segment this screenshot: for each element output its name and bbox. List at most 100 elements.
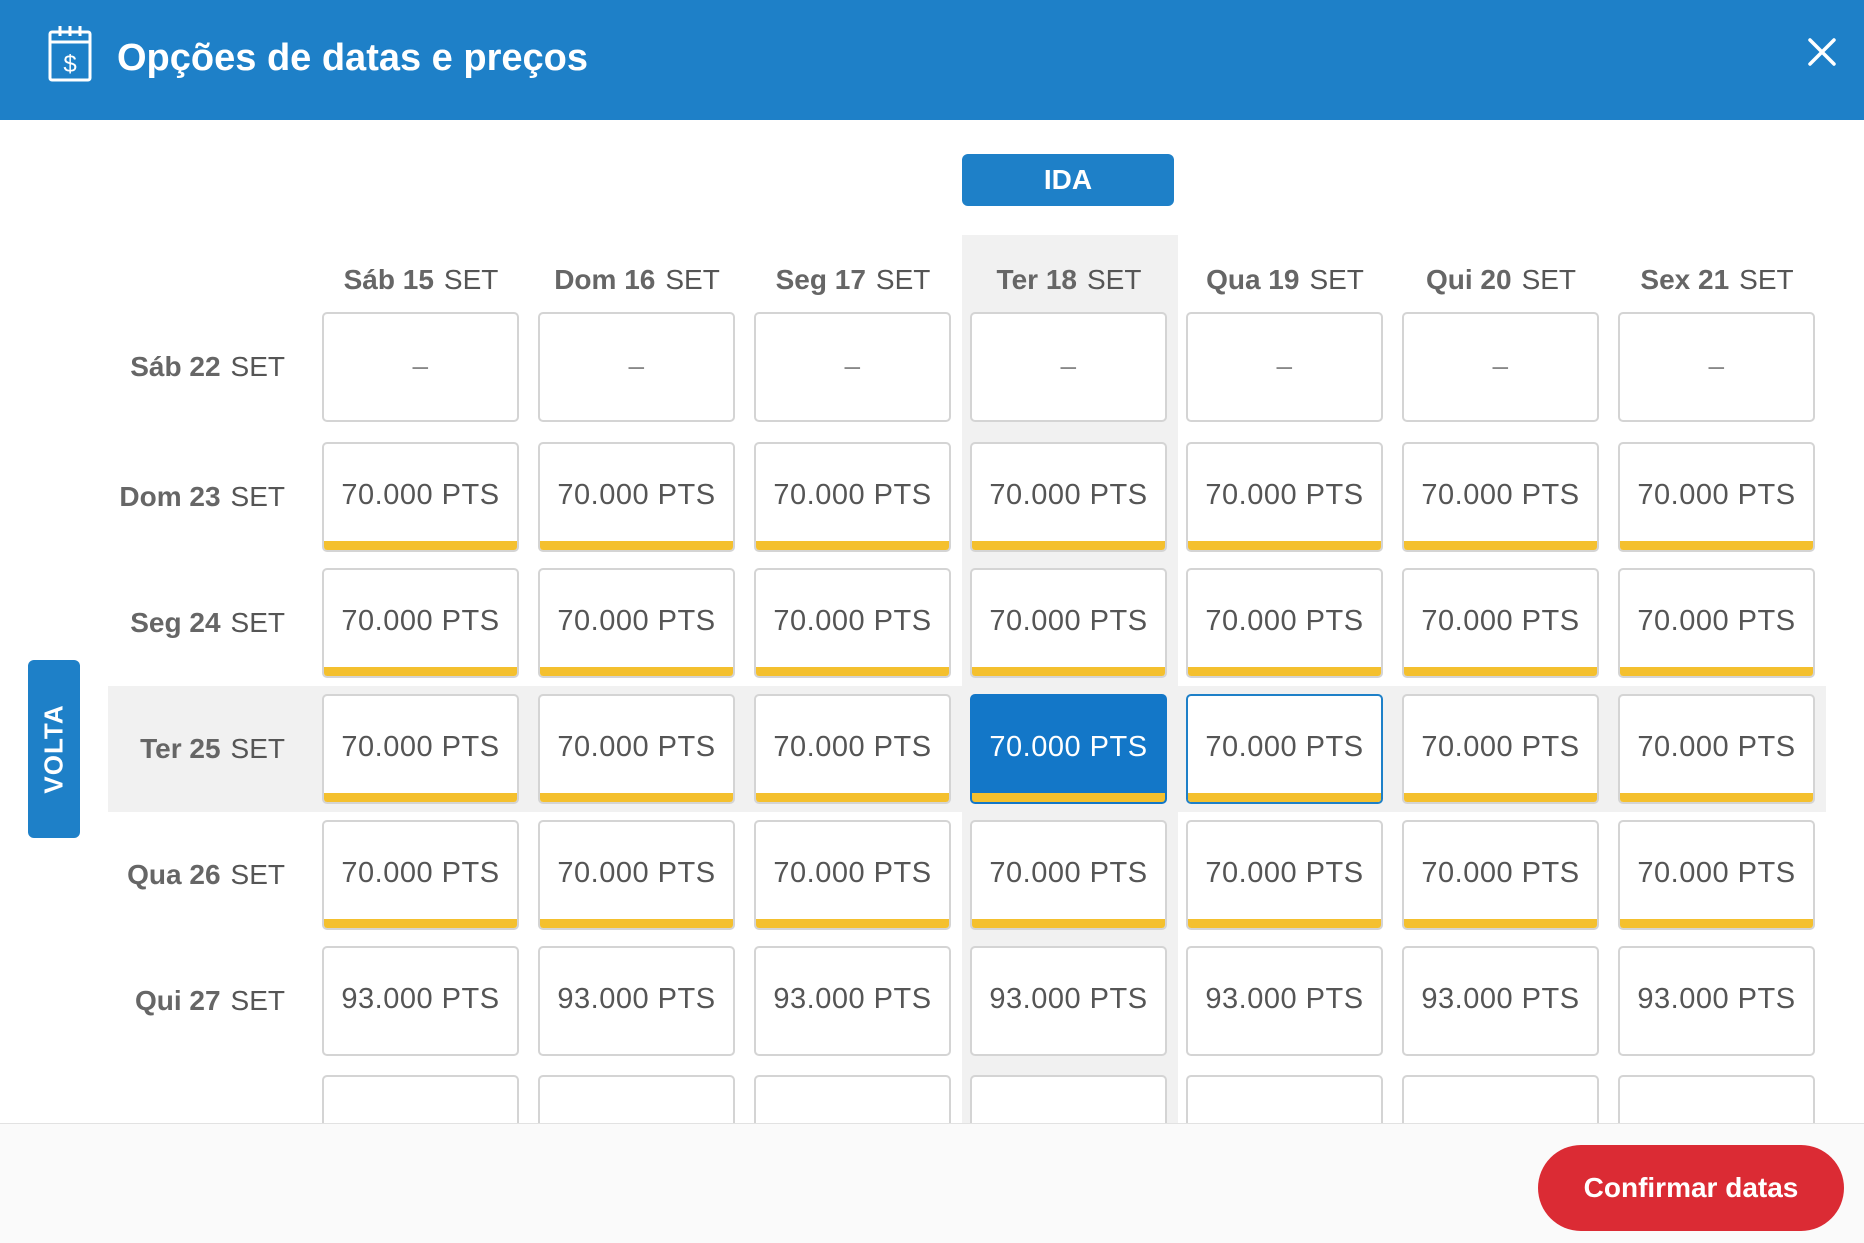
price-label: 70.000 PTS	[1637, 857, 1796, 889]
best-price-bar	[756, 919, 949, 928]
ida-date-header: Qui 20 SET	[1425, 264, 1577, 295]
price-cell[interactable]: 93.000 PTS	[322, 946, 519, 1056]
price-cell[interactable]: 93.000 PTS	[970, 946, 1167, 1056]
price-cell[interactable]	[1402, 1075, 1599, 1123]
svg-text:$: $	[63, 51, 76, 78]
price-label: –	[412, 350, 429, 381]
price-label: 70.000 PTS	[773, 605, 932, 637]
price-label: 93.000 PTS	[1205, 983, 1364, 1015]
price-cell[interactable]: 70.000 PTS	[970, 694, 1167, 804]
price-label: 70.000 PTS	[557, 605, 716, 637]
best-price-bar	[1620, 919, 1813, 928]
best-price-bar	[972, 793, 1165, 802]
ida-date-header: Sex 21 SET	[1640, 264, 1794, 295]
best-price-bar	[1188, 667, 1381, 676]
price-label: 70.000 PTS	[557, 857, 716, 889]
price-label: 70.000 PTS	[1637, 605, 1796, 637]
price-cell[interactable]: 70.000 PTS	[754, 568, 951, 678]
best-price-bar	[540, 541, 733, 550]
price-cell[interactable]: 93.000 PTS	[754, 946, 951, 1056]
best-price-bar	[756, 667, 949, 676]
price-label: 93.000 PTS	[341, 983, 500, 1015]
price-cell: –	[322, 312, 519, 422]
ida-date-header: Seg 17 SET	[775, 264, 931, 295]
price-cell[interactable]: 70.000 PTS	[1618, 568, 1815, 678]
best-price-bar	[972, 919, 1165, 928]
close-icon[interactable]	[1796, 26, 1848, 78]
price-label: 70.000 PTS	[1421, 857, 1580, 889]
best-price-bar	[1404, 541, 1597, 550]
price-cell[interactable]: 70.000 PTS	[1618, 694, 1815, 804]
price-cell[interactable]: 93.000 PTS	[1618, 946, 1815, 1056]
price-label: 70.000 PTS	[1637, 731, 1796, 763]
ida-label: IDA	[962, 154, 1174, 206]
price-cell[interactable]: 70.000 PTS	[322, 694, 519, 804]
price-label: 70.000 PTS	[1421, 605, 1580, 637]
price-label: 93.000 PTS	[989, 983, 1148, 1015]
price-label: 70.000 PTS	[989, 479, 1148, 511]
price-cell: –	[538, 312, 735, 422]
price-label: 93.000 PTS	[1421, 983, 1580, 1015]
price-cell[interactable]: 70.000 PTS	[1618, 820, 1815, 930]
modal-header: $ Opções de datas e preços	[0, 0, 1864, 120]
best-price-bar	[756, 793, 949, 802]
best-price-bar	[756, 541, 949, 550]
price-label: 70.000 PTS	[1205, 857, 1364, 889]
calendar-dollar-icon: $	[48, 26, 92, 82]
ida-date-header: Dom 16 SET	[554, 264, 720, 295]
price-cell[interactable]: 70.000 PTS	[322, 820, 519, 930]
price-cell[interactable]: 70.000 PTS	[322, 442, 519, 552]
price-cell[interactable]: 93.000 PTS	[1402, 946, 1599, 1056]
price-cell[interactable]: 70.000 PTS	[754, 820, 951, 930]
price-cell[interactable]: 70.000 PTS	[1402, 820, 1599, 930]
price-cell[interactable]	[1186, 1075, 1383, 1123]
best-price-bar	[540, 793, 733, 802]
price-cell: –	[1618, 312, 1815, 422]
price-label: 70.000 PTS	[773, 479, 932, 511]
price-cell[interactable]: 70.000 PTS	[1186, 694, 1383, 804]
price-label: 70.000 PTS	[1421, 479, 1580, 511]
price-cell[interactable]: 70.000 PTS	[754, 694, 951, 804]
price-label: 70.000 PTS	[557, 479, 716, 511]
price-label: 93.000 PTS	[557, 983, 716, 1015]
price-cell[interactable]: 70.000 PTS	[538, 442, 735, 552]
price-cell[interactable]	[322, 1075, 519, 1123]
price-cell[interactable]: 70.000 PTS	[322, 568, 519, 678]
price-cell[interactable]: 70.000 PTS	[970, 568, 1167, 678]
price-cell[interactable]: 70.000 PTS	[970, 442, 1167, 552]
volta-date-header: Seg 24 SET	[130, 607, 285, 638]
price-cell[interactable]: 70.000 PTS	[538, 820, 735, 930]
ida-date-header: Ter 18 SET	[996, 264, 1142, 295]
price-label: –	[844, 350, 861, 381]
best-price-bar	[972, 667, 1165, 676]
price-label: 70.000 PTS	[557, 731, 716, 763]
price-cell[interactable]: 70.000 PTS	[754, 442, 951, 552]
best-price-bar	[1188, 919, 1381, 928]
price-cell[interactable]: 70.000 PTS	[1186, 568, 1383, 678]
price-label: 70.000 PTS	[1421, 731, 1580, 763]
price-cell[interactable]	[538, 1075, 735, 1123]
price-label: –	[1492, 350, 1509, 381]
best-price-bar	[1188, 793, 1381, 802]
price-cell[interactable]: 70.000 PTS	[1402, 694, 1599, 804]
price-label: 70.000 PTS	[989, 605, 1148, 637]
price-cell[interactable]: 93.000 PTS	[1186, 946, 1383, 1056]
price-cell[interactable]	[970, 1075, 1167, 1123]
price-cell[interactable]: 70.000 PTS	[1402, 442, 1599, 552]
ida-date-header: Sáb 15 SET	[343, 264, 499, 295]
best-price-bar	[1404, 667, 1597, 676]
price-cell[interactable]	[754, 1075, 951, 1123]
price-label: –	[1060, 350, 1077, 381]
price-cell[interactable]	[1618, 1075, 1815, 1123]
confirm-dates-button[interactable]: Confirmar datas	[1538, 1145, 1844, 1231]
price-label: 70.000 PTS	[989, 857, 1148, 889]
price-cell[interactable]: 70.000 PTS	[538, 694, 735, 804]
price-cell[interactable]: 70.000 PTS	[1618, 442, 1815, 552]
price-cell[interactable]: 70.000 PTS	[1186, 820, 1383, 930]
price-cell[interactable]: 70.000 PTS	[538, 568, 735, 678]
price-cell[interactable]: 70.000 PTS	[970, 820, 1167, 930]
price-cell[interactable]: 70.000 PTS	[1186, 442, 1383, 552]
price-cell[interactable]: 70.000 PTS	[1402, 568, 1599, 678]
price-cell: –	[970, 312, 1167, 422]
price-cell[interactable]: 93.000 PTS	[538, 946, 735, 1056]
